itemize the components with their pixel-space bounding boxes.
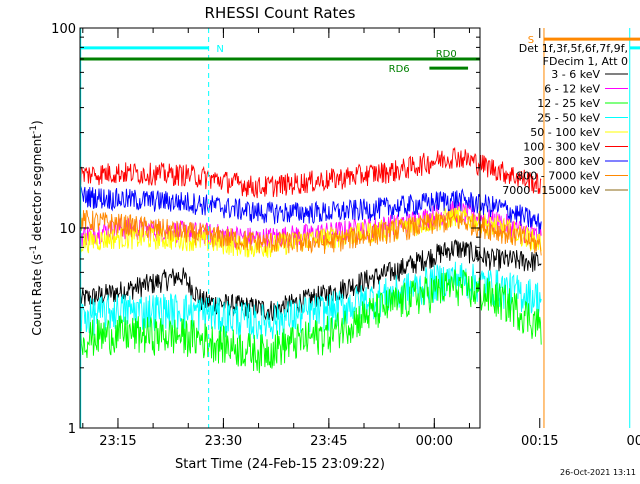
x-tick-label: 23:45 bbox=[310, 434, 347, 449]
legend-entry-label: 7000 - 15000 keV bbox=[502, 184, 600, 197]
y-tick-label: 10 bbox=[59, 222, 76, 237]
legend-entry-label: 3 - 6 keV bbox=[551, 68, 600, 81]
legend-entry-label: 50 - 100 keV bbox=[530, 126, 600, 139]
render-timestamp: 26-Oct-2021 13:11 bbox=[560, 468, 636, 477]
series-trace bbox=[80, 210, 542, 256]
legend: Det 1f,3f,5f,6f,7f,9f, FDecim 1, Att 0 3… bbox=[502, 42, 628, 197]
flag-overlays: N S RD0 RD6 bbox=[80, 28, 640, 428]
rd6-flag-label: RD6 bbox=[389, 64, 410, 75]
series-trace bbox=[80, 186, 542, 235]
y-tick-label: 100 bbox=[51, 22, 76, 37]
x-tick-label: 23:30 bbox=[205, 434, 242, 449]
y-axis-ticks: 1 10 100 bbox=[51, 22, 480, 437]
legend-entry-label: 6 - 12 keV bbox=[544, 83, 600, 96]
legend-header-line-1: Det 1f,3f,5f,6f,7f,9f, bbox=[519, 42, 628, 55]
legend-entry-label: 100 - 300 keV bbox=[523, 141, 600, 154]
legend-entry-label: 25 - 50 keV bbox=[537, 112, 600, 125]
x-axis-label: Start Time (24-Feb-15 23:09:22) bbox=[175, 457, 385, 472]
series-traces bbox=[80, 146, 542, 374]
x-tick-label: 00:30 bbox=[626, 434, 640, 449]
x-tick-label: 23:15 bbox=[99, 434, 136, 449]
saa-flag-label: S bbox=[528, 35, 534, 46]
legend-entry-label: 300 - 800 keV bbox=[523, 155, 600, 168]
legend-entry-label: 12 - 25 keV bbox=[537, 97, 600, 110]
y-tick-label: 1 bbox=[68, 422, 76, 437]
chart-title: RHESSI Count Rates bbox=[205, 4, 356, 22]
x-tick-label: 00:15 bbox=[521, 434, 558, 449]
rd0-flag-label: RD0 bbox=[436, 49, 457, 60]
night-flag-label: N bbox=[216, 44, 223, 55]
legend-header-line-2: FDecim 1, Att 0 bbox=[543, 55, 628, 68]
series-trace bbox=[80, 146, 542, 199]
series-trace bbox=[80, 239, 542, 321]
series-trace bbox=[80, 261, 542, 343]
y-axis-label: Count Rate (s-1 detector segment-1) bbox=[29, 120, 44, 335]
series-trace bbox=[80, 269, 542, 374]
series-trace bbox=[80, 206, 542, 258]
legend-entry-label: 800 - 7000 keV bbox=[516, 170, 600, 183]
x-tick-label: 00:00 bbox=[416, 434, 453, 449]
